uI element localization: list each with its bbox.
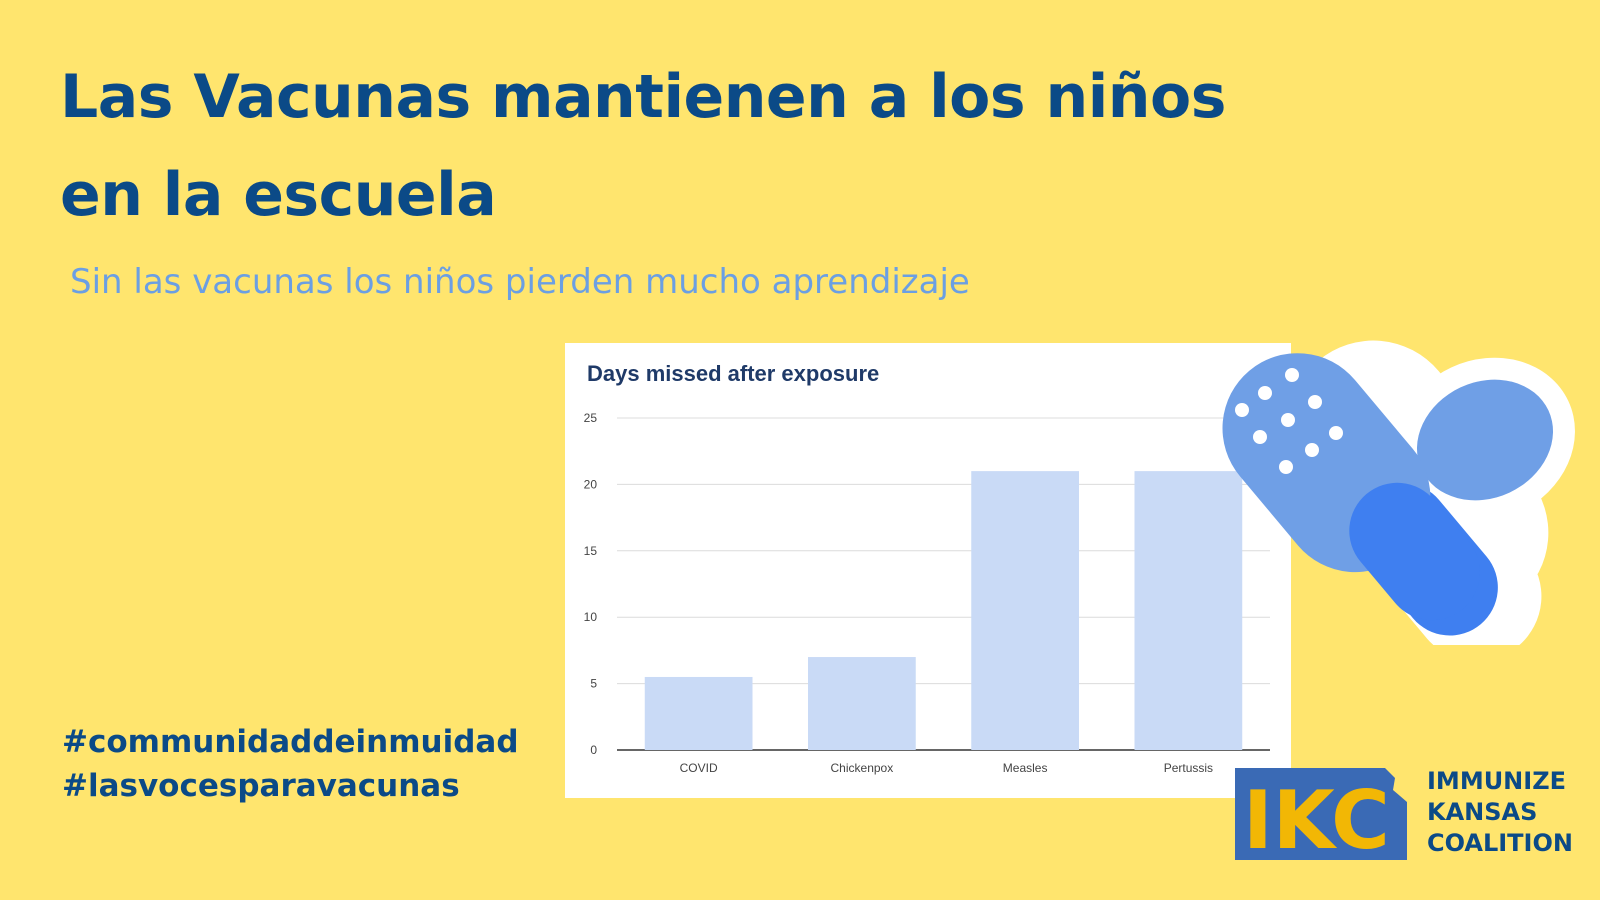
hashtag-list: #communidaddeinmuidad #lasvocesparavacun…	[62, 720, 519, 808]
bar-chart: Days missed after exposure 0 5 10 15 20 25 CO…	[584, 361, 1270, 775]
logo-wordmark: IMMUNIZE KANSAS COALITION	[1427, 766, 1573, 859]
y-tick-label: 25	[584, 411, 598, 425]
chart-bars	[644, 471, 1243, 750]
title-line-1: Las Vacunas mantienen a los niños	[60, 62, 1226, 132]
y-tick-label: 0	[590, 743, 597, 757]
x-tick-label: Chickenpox	[831, 761, 894, 775]
bar-chickenpox	[808, 657, 916, 750]
y-tick-label: 20	[584, 477, 598, 491]
title-line-2: en la escuela	[60, 160, 497, 230]
x-tick-label: Measles	[1003, 761, 1048, 775]
kansas-state-logo-icon: IKC	[1235, 768, 1407, 867]
y-tick-label: 5	[590, 677, 597, 691]
x-axis-ticks: COVID Chickenpox Measles Pertussis	[680, 761, 1213, 775]
chart-card: Days missed after exposure 0 5 10 15 20 25 CO…	[565, 343, 1291, 798]
hashtag-1: #communidaddeinmuidad	[62, 724, 519, 760]
bar-pertussis	[1134, 471, 1243, 750]
y-axis-ticks: 0 5 10 15 20 25	[584, 411, 598, 757]
logo-mark: IKC	[1243, 774, 1390, 867]
chart-title: Days missed after exposure	[587, 361, 879, 386]
x-tick-label: Pertussis	[1164, 761, 1213, 775]
y-tick-label: 15	[584, 544, 598, 558]
logo-line-3: COALITION	[1427, 829, 1573, 857]
hashtag-2: #lasvocesparavacunas	[62, 768, 460, 804]
bandage-heart-sticker	[1200, 305, 1600, 662]
logo-line-1: IMMUNIZE	[1427, 767, 1566, 795]
bar-covid	[644, 676, 753, 750]
bar-measles	[971, 471, 1079, 750]
page-title: Las Vacunas mantienen a los niños en la …	[60, 48, 1260, 244]
y-tick-label: 10	[584, 610, 598, 624]
x-tick-label: COVID	[680, 761, 718, 775]
logo-line-2: KANSAS	[1427, 798, 1538, 826]
bandage-heart-icon	[1222, 340, 1575, 662]
page-subtitle: Sin las vacunas los niños pierden mucho …	[70, 262, 970, 302]
ikc-logo: IKC IMMUNIZE KANSAS COALITION	[1235, 762, 1595, 867]
